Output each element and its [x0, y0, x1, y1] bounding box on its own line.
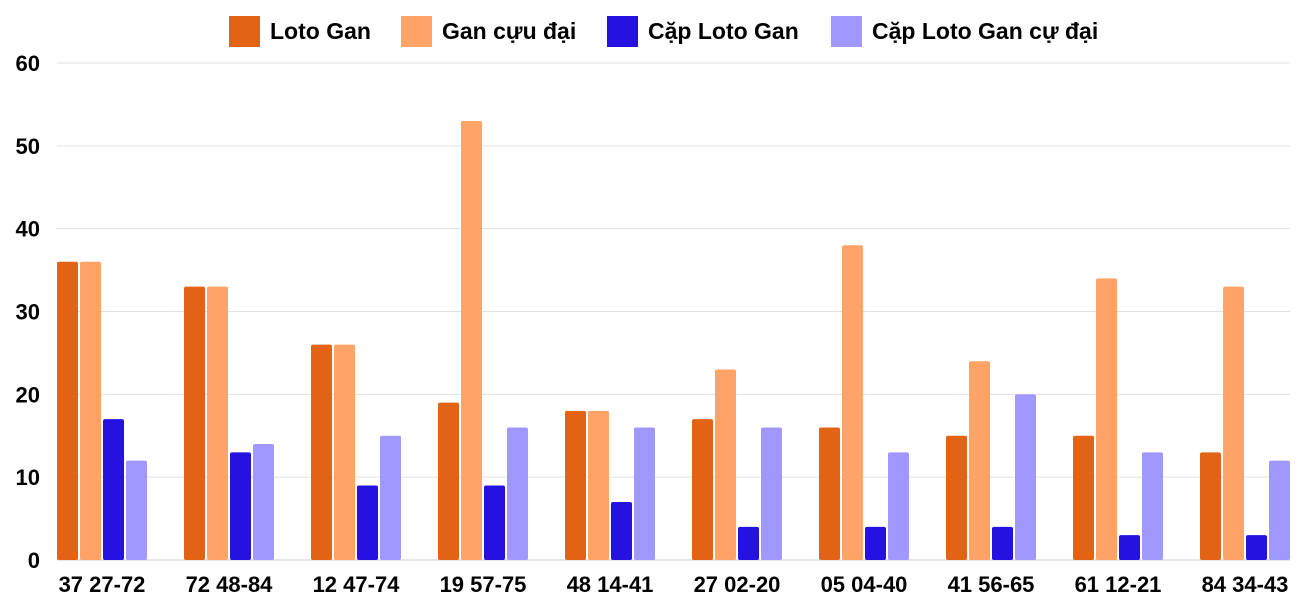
- bar: [1200, 452, 1221, 560]
- x-tick-label: 05 04-40: [821, 572, 908, 597]
- x-axis-ticks: 37 27-72 72 48-84 12 47-74 19 57-75 48 14-41…: [59, 572, 1289, 597]
- bar: [819, 427, 840, 560]
- legend-swatch: [607, 16, 638, 47]
- bar: [565, 410, 586, 560]
- bar: [1269, 460, 1290, 560]
- legend-label: Loto Gan: [270, 18, 371, 44]
- bar: [1142, 452, 1163, 560]
- x-tick-label: 27 02-20: [694, 572, 781, 597]
- x-tick-label: 41 56-65: [948, 572, 1035, 597]
- x-tick-label: 61 12-21: [1075, 572, 1162, 597]
- bar: [842, 245, 863, 560]
- x-tick-label: 48 14-41: [567, 572, 654, 597]
- x-tick-label: 84 34-43: [1202, 572, 1289, 597]
- legend-swatch: [229, 16, 260, 47]
- y-tick-label: 50: [16, 134, 40, 159]
- bar: [588, 410, 609, 560]
- bar: [946, 435, 967, 560]
- x-tick-label: 19 57-75: [440, 572, 527, 597]
- bar: [230, 452, 251, 560]
- bar: [692, 419, 713, 560]
- bar: [761, 427, 782, 560]
- x-tick-label: 37 27-72: [59, 572, 146, 597]
- bar: [380, 435, 401, 560]
- bar: [611, 502, 632, 560]
- y-tick-label: 0: [28, 548, 40, 573]
- y-tick-label: 60: [16, 51, 40, 76]
- bar: [738, 526, 759, 560]
- x-tick-label: 72 48-84: [186, 572, 274, 597]
- bar: [865, 526, 886, 560]
- bar: [126, 460, 147, 560]
- bar: [1073, 435, 1094, 560]
- bar: [634, 427, 655, 560]
- bar: [57, 261, 78, 560]
- bar: [992, 526, 1013, 560]
- bar: [334, 344, 355, 560]
- bar: [484, 485, 505, 560]
- legend-label: Gan cựu đại: [442, 18, 576, 44]
- bar: [1015, 394, 1036, 560]
- legend-label: Cặp Loto Gan cự đại: [872, 18, 1098, 44]
- bar: [103, 419, 124, 560]
- y-tick-label: 40: [16, 217, 40, 242]
- bar: [311, 344, 332, 560]
- bar: [461, 120, 482, 560]
- x-tick-label: 12 47-74: [313, 572, 401, 597]
- bar: [253, 444, 274, 560]
- y-tick-label: 20: [16, 382, 40, 407]
- bar: [715, 369, 736, 560]
- legend-label: Cặp Loto Gan: [648, 18, 799, 44]
- bar: [1223, 286, 1244, 560]
- bar: [207, 286, 228, 560]
- legend-swatch: [831, 16, 862, 47]
- bar: [184, 286, 205, 560]
- bar: [1119, 535, 1140, 560]
- bar: [888, 452, 909, 560]
- y-tick-label: 10: [16, 465, 40, 490]
- bars: [57, 120, 1290, 560]
- bar: [969, 361, 990, 560]
- bar: [357, 485, 378, 560]
- bar: [438, 402, 459, 560]
- bar: [80, 261, 101, 560]
- y-tick-label: 30: [16, 300, 40, 325]
- legend: Loto Gan Gan cựu đại Cặp Loto Gan Cặp Loto …: [229, 16, 1098, 47]
- bar: [1096, 278, 1117, 560]
- legend-swatch: [401, 16, 432, 47]
- y-axis-ticks: 0 10 20 30 40 50 60: [16, 51, 40, 573]
- bar: [1246, 535, 1267, 560]
- bar: [507, 427, 528, 560]
